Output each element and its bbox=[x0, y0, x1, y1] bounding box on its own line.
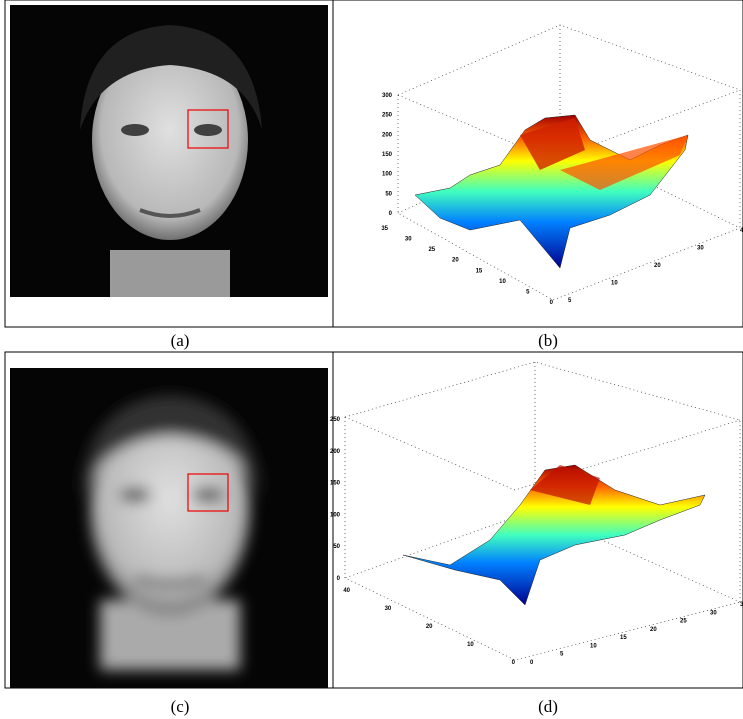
tick-label: 30 bbox=[405, 237, 412, 243]
tick-label: 40 bbox=[343, 588, 350, 594]
tick-label: 30 bbox=[697, 246, 704, 252]
tick-label: 35 bbox=[381, 226, 388, 232]
tick-label: 20 bbox=[426, 624, 433, 630]
tick-label: 50 bbox=[333, 544, 340, 550]
caption: (d) bbox=[538, 697, 558, 716]
tick-label: 100 bbox=[382, 172, 393, 178]
tick-label: 10 bbox=[467, 642, 474, 648]
tick-label: 20 bbox=[650, 627, 657, 633]
caption: (a) bbox=[171, 331, 190, 350]
caption: (c) bbox=[171, 697, 190, 716]
tick-label: 150 bbox=[382, 152, 393, 158]
figure: (a)(b)(c)(d)3002502001501005003530252015… bbox=[0, 0, 743, 719]
tick-label: 5 bbox=[560, 652, 564, 658]
tick-label: 15 bbox=[476, 268, 483, 274]
tick-label: 0 bbox=[337, 576, 341, 582]
tick-label: 250 bbox=[330, 417, 341, 423]
tick-label: 5 bbox=[568, 298, 572, 304]
tick-label: 200 bbox=[382, 132, 393, 138]
tick-label: 0 bbox=[389, 211, 393, 217]
tick-label: 10 bbox=[590, 643, 597, 649]
tick-label: 20 bbox=[654, 263, 661, 269]
tick-label: 10 bbox=[499, 279, 506, 285]
tick-label: 10 bbox=[611, 281, 618, 287]
tick-label: 5 bbox=[526, 289, 530, 295]
tick-label: 150 bbox=[330, 481, 341, 487]
tick-label: 200 bbox=[330, 449, 341, 455]
tick-label: 25 bbox=[680, 619, 687, 625]
blurred-face-image bbox=[10, 368, 328, 688]
surface-plot bbox=[398, 25, 740, 300]
tick-label: 30 bbox=[385, 606, 392, 612]
tick-label: 15 bbox=[620, 635, 627, 641]
surface-plot bbox=[345, 362, 740, 660]
tick-label: 0 bbox=[550, 300, 554, 306]
tick-label: 20 bbox=[452, 258, 459, 264]
face-image bbox=[10, 5, 328, 297]
tick-label: 0 bbox=[530, 660, 534, 666]
tick-label: 300 bbox=[382, 93, 393, 99]
caption: (b) bbox=[538, 331, 558, 350]
tick-label: 250 bbox=[382, 113, 393, 119]
tick-label: 30 bbox=[710, 610, 717, 616]
tick-label: 0 bbox=[512, 660, 516, 666]
tick-label: 100 bbox=[330, 512, 341, 518]
tick-label: 25 bbox=[428, 247, 435, 253]
tick-label: 50 bbox=[385, 191, 392, 197]
